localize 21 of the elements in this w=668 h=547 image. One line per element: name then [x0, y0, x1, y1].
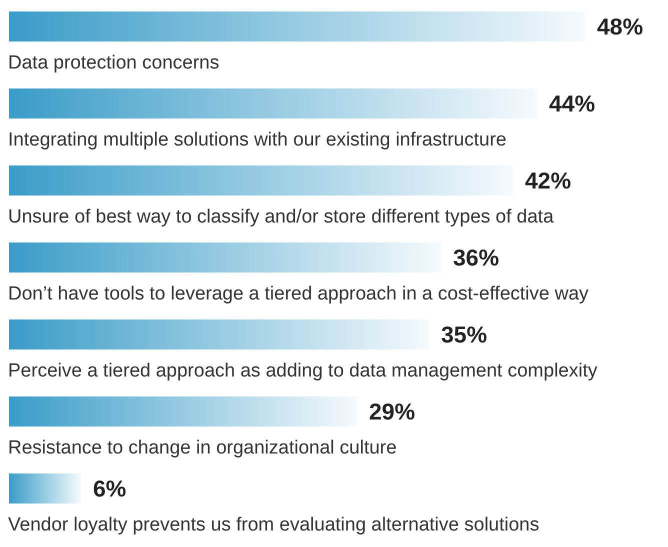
data-label: 36%: [453, 244, 500, 271]
data-label: 48%: [597, 14, 644, 40]
data-label: 29%: [369, 398, 416, 425]
y-tick-label: Don’t have tools to leverage a tiered approach in a cost-effective way: [8, 284, 590, 304]
bar: [9, 166, 513, 196]
y-tick-label: Resistance to change in organizational culture: [8, 438, 397, 458]
data-label: 6%: [93, 476, 126, 502]
bar: [9, 12, 585, 42]
y-tick-label: Integrating multiple solutions with our existing infrastructure: [8, 130, 506, 150]
data-label: 44%: [549, 90, 596, 117]
y-tick-label: Vendor loyalty prevents us from evaluating alternative solutions: [8, 514, 540, 536]
bar: [9, 320, 429, 350]
bar: [9, 396, 357, 426]
bar: [9, 242, 441, 272]
y-tick-label: Unsure of best way to classify and/or store different types of data: [8, 206, 554, 228]
data-label: 42%: [525, 168, 572, 194]
bar: [9, 88, 537, 118]
bar: [9, 474, 81, 504]
data-label: 35%: [441, 322, 488, 348]
y-tick-label: Perceive a tiered approach as adding to data management complexity: [8, 360, 598, 382]
y-tick-label: Data protection concerns: [8, 52, 220, 74]
